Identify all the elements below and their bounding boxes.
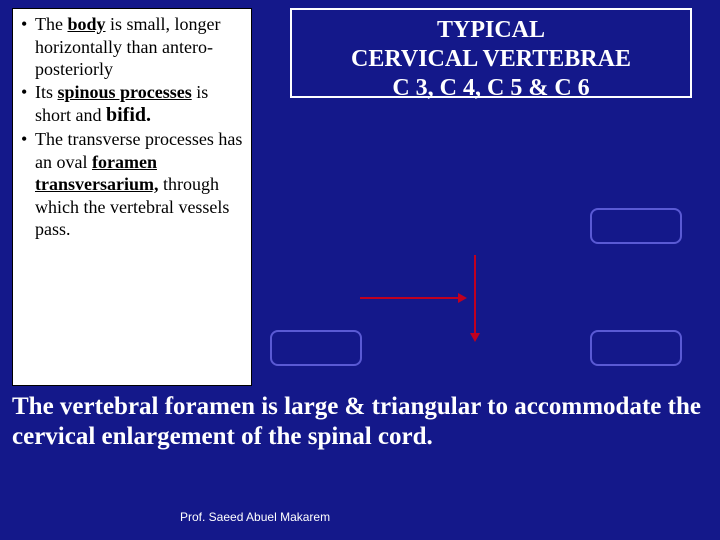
title-line-1: TYPICAL — [292, 16, 690, 45]
bullet-3: The transverse processes has an oval for… — [21, 128, 245, 241]
diagram-label-box-2 — [270, 330, 362, 366]
bullet-2: Its spinous processes is short and bifid… — [21, 81, 245, 129]
bottom-summary: The vertebral foramen is large & triangu… — [12, 392, 708, 452]
title-box: TYPICAL CERVICAL VERTEBRAE C 3, C 4, C 5… — [290, 8, 692, 98]
arrow-horizontal — [360, 297, 460, 299]
text: Its — [35, 82, 58, 102]
credit-line: Prof. Saeed Abuel Makarem — [180, 510, 330, 524]
text-body: body — [67, 14, 105, 34]
text-bifid: bifid. — [106, 104, 151, 126]
bullet-panel: The body is small, longer horizontally t… — [12, 8, 252, 386]
text: The — [35, 14, 67, 34]
bullet-1: The body is small, longer horizontally t… — [21, 13, 245, 81]
diagram-label-box-1 — [590, 208, 682, 244]
arrow-vertical — [474, 255, 476, 335]
arrowhead-down-icon — [470, 333, 480, 342]
text-spinous: spinous processes — [58, 82, 192, 102]
diagram-label-box-3 — [590, 330, 682, 366]
title-line-3: C 3, C 4, C 5 & C 6 — [292, 74, 690, 103]
bullet-list: The body is small, longer horizontally t… — [21, 13, 245, 241]
title-line-2: CERVICAL VERTEBRAE — [292, 45, 690, 74]
arrowhead-right-icon — [458, 293, 467, 303]
